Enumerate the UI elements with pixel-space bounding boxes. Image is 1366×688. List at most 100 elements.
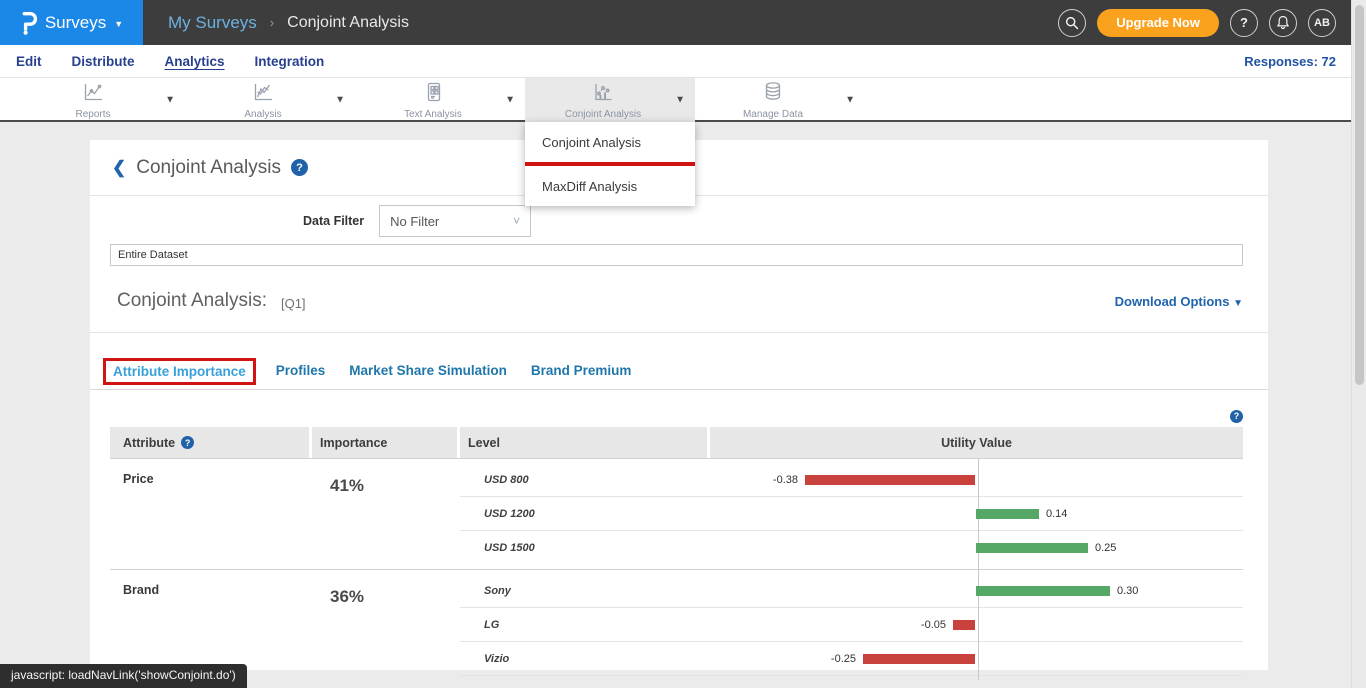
tab-brand-premium[interactable]: Brand Premium <box>530 363 632 378</box>
toolbar-item-label: Analysis <box>244 108 282 120</box>
table-help-icon[interactable]: ? <box>1230 409 1243 423</box>
tab-profiles[interactable]: Profiles <box>275 363 326 378</box>
utility-bar-area: 0.25 <box>707 531 1243 565</box>
download-options-label: Download Options <box>1114 293 1230 309</box>
toolbar-caret-icon[interactable]: ▼ <box>165 94 175 106</box>
attribute-header-label: Attribute <box>123 435 176 450</box>
nav-item-edit[interactable]: Edit <box>16 53 42 69</box>
toolbar-item-label: Text Analysis <box>404 108 462 120</box>
toolbar-item-label: Reports <box>75 108 111 120</box>
toolbar-caret-icon[interactable]: ▼ <box>845 94 855 106</box>
attribute-group-brand: Brand 36% Sony 0.30 LG -0.05 Vizio -0.25 <box>110 569 1243 680</box>
utility-value-label: 0.25 <box>1095 542 1117 554</box>
nav-item-distribute[interactable]: Distribute <box>71 53 135 69</box>
utility-bar-area: 0.30 <box>707 574 1243 607</box>
section-question-ref: [Q1] <box>280 295 306 311</box>
utility-value-label: 0.14 <box>1046 507 1068 520</box>
table-header: Attribute ? Importance Level Utility Val… <box>110 427 1243 458</box>
breadcrumb-separator-icon: › <box>269 15 275 30</box>
nav-item-analytics[interactable]: Analytics <box>164 53 225 69</box>
chevron-down-icon: ˅ <box>513 214 521 228</box>
toolbar-item-analysis[interactable]: Analysis ▼ <box>185 78 355 122</box>
scrollbar-thumb[interactable] <box>1354 5 1364 385</box>
nav-items: Edit Distribute Analytics Integration <box>15 52 353 71</box>
product-switcher[interactable]: Surveys ▼ <box>0 0 143 45</box>
data-filter-select[interactable]: No Filter ˅ <box>379 205 532 237</box>
toolbar-item-inner: Conjoint Analysis <box>565 81 641 120</box>
level-label: Sony <box>484 584 511 597</box>
level-rows: USD 800 -0.38 USD 1200 0.14 USD 1500 0.25 <box>460 463 1243 565</box>
attribute-group-price: Price 41% USD 800 -0.38 USD 1200 0.14 USD 1500… <box>110 458 1243 569</box>
toolbar-caret-icon[interactable]: ▼ <box>505 94 515 106</box>
toolbar-item-conjoint-analysis[interactable]: Conjoint Analysis ▼ <box>525 78 695 122</box>
data-filter-value: No Filter <box>390 213 440 229</box>
level-rows: Sony 0.30 LG -0.05 Vizio -0.25 <box>460 574 1243 676</box>
toolbar-item-label: Conjoint Analysis <box>564 108 642 120</box>
level-row-vizio: Vizio -0.25 <box>460 642 1243 676</box>
conjoint-analysis-icon <box>592 81 614 108</box>
toolbar-caret-icon[interactable]: ▼ <box>335 94 345 106</box>
column-header-attribute: Attribute ? <box>110 427 309 458</box>
database-icon <box>762 81 784 108</box>
utility-value-label: 0.30 <box>1117 584 1139 597</box>
level-label: Vizio <box>484 652 510 665</box>
main-content-card: ❮ Conjoint Analysis ? Data Filter No Fil… <box>90 140 1268 680</box>
table-body: Price 41% USD 800 -0.38 USD 1200 0.14 USD 1500… <box>110 458 1243 680</box>
back-chevron-icon[interactable]: ❮ <box>112 157 127 177</box>
utility-bar <box>976 543 1088 553</box>
text-analysis-icon <box>422 81 444 108</box>
toolbar-item-inner: Text Analysis <box>404 81 462 120</box>
analysis-chart-icon <box>252 81 274 108</box>
upgrade-now-button[interactable]: Upgrade Now <box>1097 8 1219 37</box>
utility-value-label: -0.05 <box>920 618 946 631</box>
questionpro-logo-icon <box>20 10 37 36</box>
topbar-actions: Upgrade Now ? AB <box>1058 8 1366 37</box>
avatar[interactable]: AB <box>1308 8 1336 37</box>
section-divider <box>90 332 1268 333</box>
dataset-input[interactable] <box>110 244 1243 266</box>
toolbar-item-text-analysis[interactable]: Text Analysis ▼ <box>355 78 525 122</box>
vertical-scrollbar[interactable] <box>1351 0 1366 688</box>
utility-value-label: -0.38 <box>772 473 798 486</box>
level-label: USD 1500 <box>484 542 535 554</box>
download-options-link[interactable]: Download Options ▼ <box>1115 294 1243 309</box>
analysis-tabs: Attribute Importance Profiles Market Share… <box>90 357 1268 390</box>
breadcrumb-my-surveys[interactable]: My Surveys <box>168 12 257 32</box>
level-row-usd-1500: USD 1500 0.25 <box>460 531 1243 565</box>
utility-bar <box>976 508 1039 519</box>
attribute-name: Price <box>123 472 154 486</box>
toolbar-item-manage-data[interactable]: Manage Data ▼ <box>695 78 865 122</box>
utility-bar-area: -0.25 <box>707 642 1243 675</box>
level-row-usd-800: USD 800 -0.38 <box>460 463 1243 497</box>
search-icon[interactable] <box>1058 8 1087 37</box>
tab-market-share-simulation[interactable]: Market Share Simulation <box>349 363 507 378</box>
attribute-help-icon[interactable]: ? <box>181 436 195 449</box>
section-heading: Conjoint Analysis: <box>117 290 267 311</box>
annotation-red-underline <box>525 162 695 166</box>
page-help-icon[interactable]: ? <box>290 159 308 176</box>
utility-bar <box>805 474 975 485</box>
toolbar-caret-icon[interactable]: ▼ <box>675 94 685 106</box>
toolbar-item-label: Manage Data <box>742 108 804 120</box>
help-button[interactable]: ? <box>1230 8 1258 37</box>
nav-item-integration[interactable]: Integration <box>254 53 325 69</box>
level-row-lg: LG -0.05 <box>460 608 1243 642</box>
dropdown-item-conjoint-analysis[interactable]: Conjoint Analysis <box>542 135 641 150</box>
responses-count: Responses: 72 <box>1244 53 1336 69</box>
data-filter-label: Data Filter <box>303 214 365 228</box>
toolbar-item-reports[interactable]: Reports ▼ <box>15 78 185 122</box>
attribute-importance-table: Attribute ? Importance Level Utility Val… <box>110 427 1243 680</box>
column-header-importance: Importance <box>312 427 457 458</box>
attribute-importance-value: 41% <box>330 476 365 495</box>
level-row-usd-1200: USD 1200 0.14 <box>460 497 1243 531</box>
toolbar-item-inner: Reports <box>75 81 111 120</box>
toolbar-item-inner: Analysis <box>244 81 282 120</box>
conjoint-analysis-dropdown-menu: Conjoint Analysis MaxDiff Analysis <box>525 122 695 206</box>
column-header-utility-value: Utility Value <box>710 427 1243 458</box>
notifications-bell-icon[interactable] <box>1269 8 1297 37</box>
utility-bar-area: -0.38 <box>707 463 1243 496</box>
breadcrumb: My Surveys › Conjoint Analysis <box>143 13 409 33</box>
utility-bar <box>863 653 975 664</box>
dropdown-item-maxdiff-analysis[interactable]: MaxDiff Analysis <box>542 179 638 194</box>
tab-attribute-importance[interactable]: Attribute Importance <box>103 357 256 385</box>
